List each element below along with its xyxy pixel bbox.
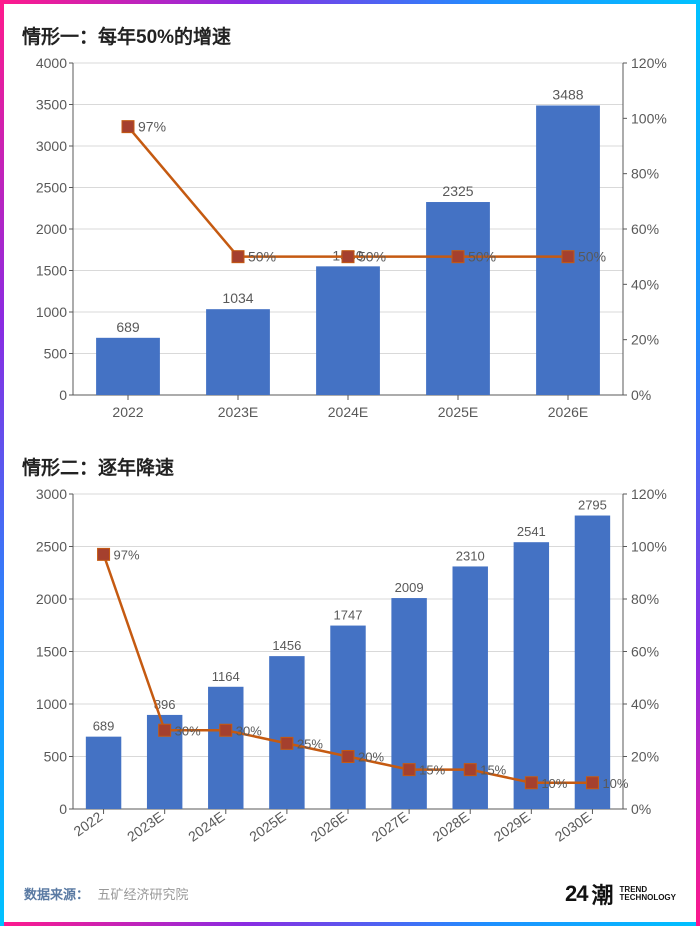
source-text: 五矿经济研究院 xyxy=(97,887,188,902)
svg-text:120%: 120% xyxy=(631,55,667,71)
source: 数据来源： 五矿经济研究院 xyxy=(24,884,188,904)
svg-text:30%: 30% xyxy=(175,723,201,738)
svg-text:25%: 25% xyxy=(297,736,323,751)
svg-text:2022: 2022 xyxy=(71,808,106,839)
svg-text:10%: 10% xyxy=(602,776,628,791)
svg-text:60%: 60% xyxy=(631,644,659,660)
svg-text:50%: 50% xyxy=(248,249,276,265)
svg-text:30%: 30% xyxy=(236,723,262,738)
svg-text:10%: 10% xyxy=(541,776,567,791)
svg-text:2023E: 2023E xyxy=(124,808,166,844)
svg-text:100%: 100% xyxy=(631,539,667,555)
svg-text:15%: 15% xyxy=(480,763,506,778)
svg-text:2027E: 2027E xyxy=(368,808,410,844)
svg-text:1164: 1164 xyxy=(212,669,240,684)
svg-text:80%: 80% xyxy=(631,591,659,607)
svg-text:0%: 0% xyxy=(631,801,651,817)
svg-text:80%: 80% xyxy=(631,166,659,182)
svg-text:20%: 20% xyxy=(358,750,384,765)
svg-text:120%: 120% xyxy=(631,486,667,502)
svg-text:60%: 60% xyxy=(631,221,659,237)
svg-text:2500: 2500 xyxy=(36,180,67,196)
svg-text:500: 500 xyxy=(44,749,68,765)
svg-text:2024E: 2024E xyxy=(185,808,227,844)
svg-text:0: 0 xyxy=(59,387,67,403)
svg-text:0: 0 xyxy=(59,801,67,817)
svg-text:3000: 3000 xyxy=(36,138,67,154)
svg-text:15%: 15% xyxy=(419,763,445,778)
svg-text:3000: 3000 xyxy=(36,486,67,502)
svg-text:1000: 1000 xyxy=(36,304,67,320)
svg-text:50%: 50% xyxy=(578,249,606,265)
source-label: 数据来源： xyxy=(24,887,89,902)
footer: 数据来源： 五矿经济研究院 24 潮 TREND TECHNOLOGY xyxy=(18,874,682,914)
svg-text:2022: 2022 xyxy=(112,404,143,420)
svg-text:50%: 50% xyxy=(468,249,496,265)
svg-text:1500: 1500 xyxy=(36,644,67,660)
svg-text:1500: 1500 xyxy=(36,263,67,279)
logo-cn: 潮 xyxy=(592,878,614,910)
svg-text:97%: 97% xyxy=(138,119,166,135)
svg-text:2000: 2000 xyxy=(36,591,67,607)
svg-text:2026E: 2026E xyxy=(548,404,588,420)
svg-text:689: 689 xyxy=(93,719,115,734)
svg-text:689: 689 xyxy=(116,319,140,335)
svg-text:40%: 40% xyxy=(631,276,659,292)
svg-text:2026E: 2026E xyxy=(307,808,349,844)
border-right xyxy=(696,0,700,926)
svg-text:2025E: 2025E xyxy=(438,404,478,420)
svg-text:4000: 4000 xyxy=(36,55,67,71)
svg-text:1034: 1034 xyxy=(222,290,253,306)
svg-text:2310: 2310 xyxy=(456,548,485,563)
logo-en2: TECHNOLOGY xyxy=(620,894,676,902)
svg-text:0%: 0% xyxy=(631,387,651,403)
svg-text:40%: 40% xyxy=(631,696,659,712)
svg-text:50%: 50% xyxy=(358,249,386,265)
svg-text:2024E: 2024E xyxy=(328,404,368,420)
svg-text:2023E: 2023E xyxy=(218,404,258,420)
svg-text:1747: 1747 xyxy=(334,608,363,623)
svg-text:2028E: 2028E xyxy=(430,808,472,844)
svg-text:2009: 2009 xyxy=(395,580,424,595)
border-bottom xyxy=(0,922,700,926)
svg-text:20%: 20% xyxy=(631,749,659,765)
svg-text:2541: 2541 xyxy=(517,524,546,539)
content-area: 情形一：每年50%的增速 0 500 1000 1500 2000 2500 3000 350… xyxy=(4,4,696,922)
logo: 24 潮 TREND TECHNOLOGY xyxy=(565,878,676,910)
svg-text:2795: 2795 xyxy=(578,498,607,513)
svg-text:3488: 3488 xyxy=(552,86,583,102)
svg-text:97%: 97% xyxy=(114,547,140,562)
svg-text:1000: 1000 xyxy=(36,696,67,712)
chart2: 0 500 1000 1500 2000 2500 3000 0% 20% 40% 60% 80% 10… xyxy=(18,484,682,874)
logo-number: 24 xyxy=(565,881,587,907)
svg-text:2000: 2000 xyxy=(36,221,67,237)
logo-en: TREND TECHNOLOGY xyxy=(620,886,676,902)
svg-text:2500: 2500 xyxy=(36,539,67,555)
svg-text:100%: 100% xyxy=(631,110,667,126)
svg-text:20%: 20% xyxy=(631,332,659,348)
svg-text:3500: 3500 xyxy=(36,97,67,113)
svg-text:1456: 1456 xyxy=(272,638,301,653)
chart2-title: 情形二：逐年降速 xyxy=(22,453,682,480)
svg-text:500: 500 xyxy=(44,346,68,362)
chart1: 0 500 1000 1500 2000 2500 3000 3500 4000 0% 20% 40%… xyxy=(18,53,682,443)
svg-text:2025E: 2025E xyxy=(246,808,288,844)
svg-text:2325: 2325 xyxy=(442,183,473,199)
svg-text:2029E: 2029E xyxy=(491,808,533,844)
chart1-title: 情形一：每年50%的增速 xyxy=(22,22,682,49)
svg-text:2030E: 2030E xyxy=(552,808,594,844)
